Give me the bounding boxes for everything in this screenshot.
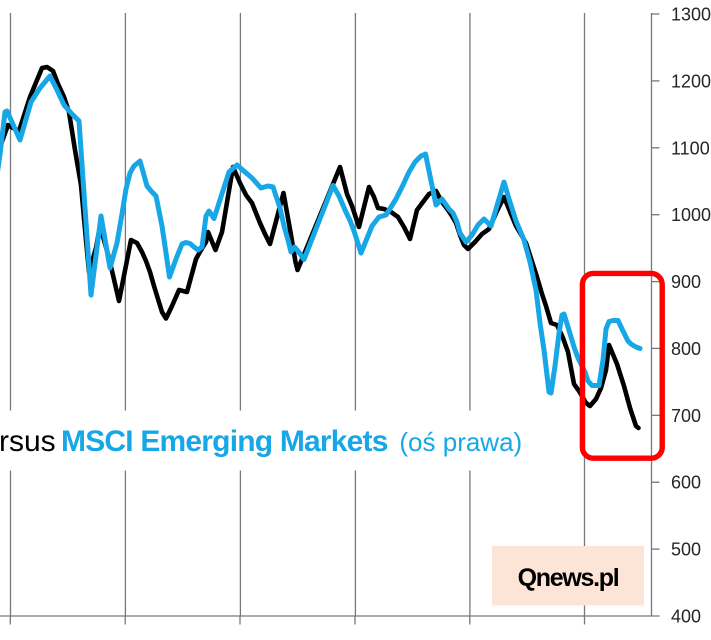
- svg-text:900: 900: [671, 272, 701, 292]
- svg-text:400: 400: [671, 607, 701, 627]
- svg-text:600: 600: [671, 473, 701, 493]
- svg-text:rsus MSCI Emerging Markets(oś: rsus MSCI Emerging Markets (oś prawa): [0, 425, 522, 458]
- svg-text:1300: 1300: [671, 5, 711, 25]
- svg-text:800: 800: [671, 339, 701, 359]
- svg-text:Qnews.pl: Qnews.pl: [518, 564, 619, 592]
- svg-text:1200: 1200: [671, 71, 711, 91]
- svg-text:500: 500: [671, 540, 701, 560]
- svg-text:1000: 1000: [671, 205, 711, 225]
- svg-text:1100: 1100: [671, 138, 710, 158]
- svg-text:700: 700: [671, 406, 701, 426]
